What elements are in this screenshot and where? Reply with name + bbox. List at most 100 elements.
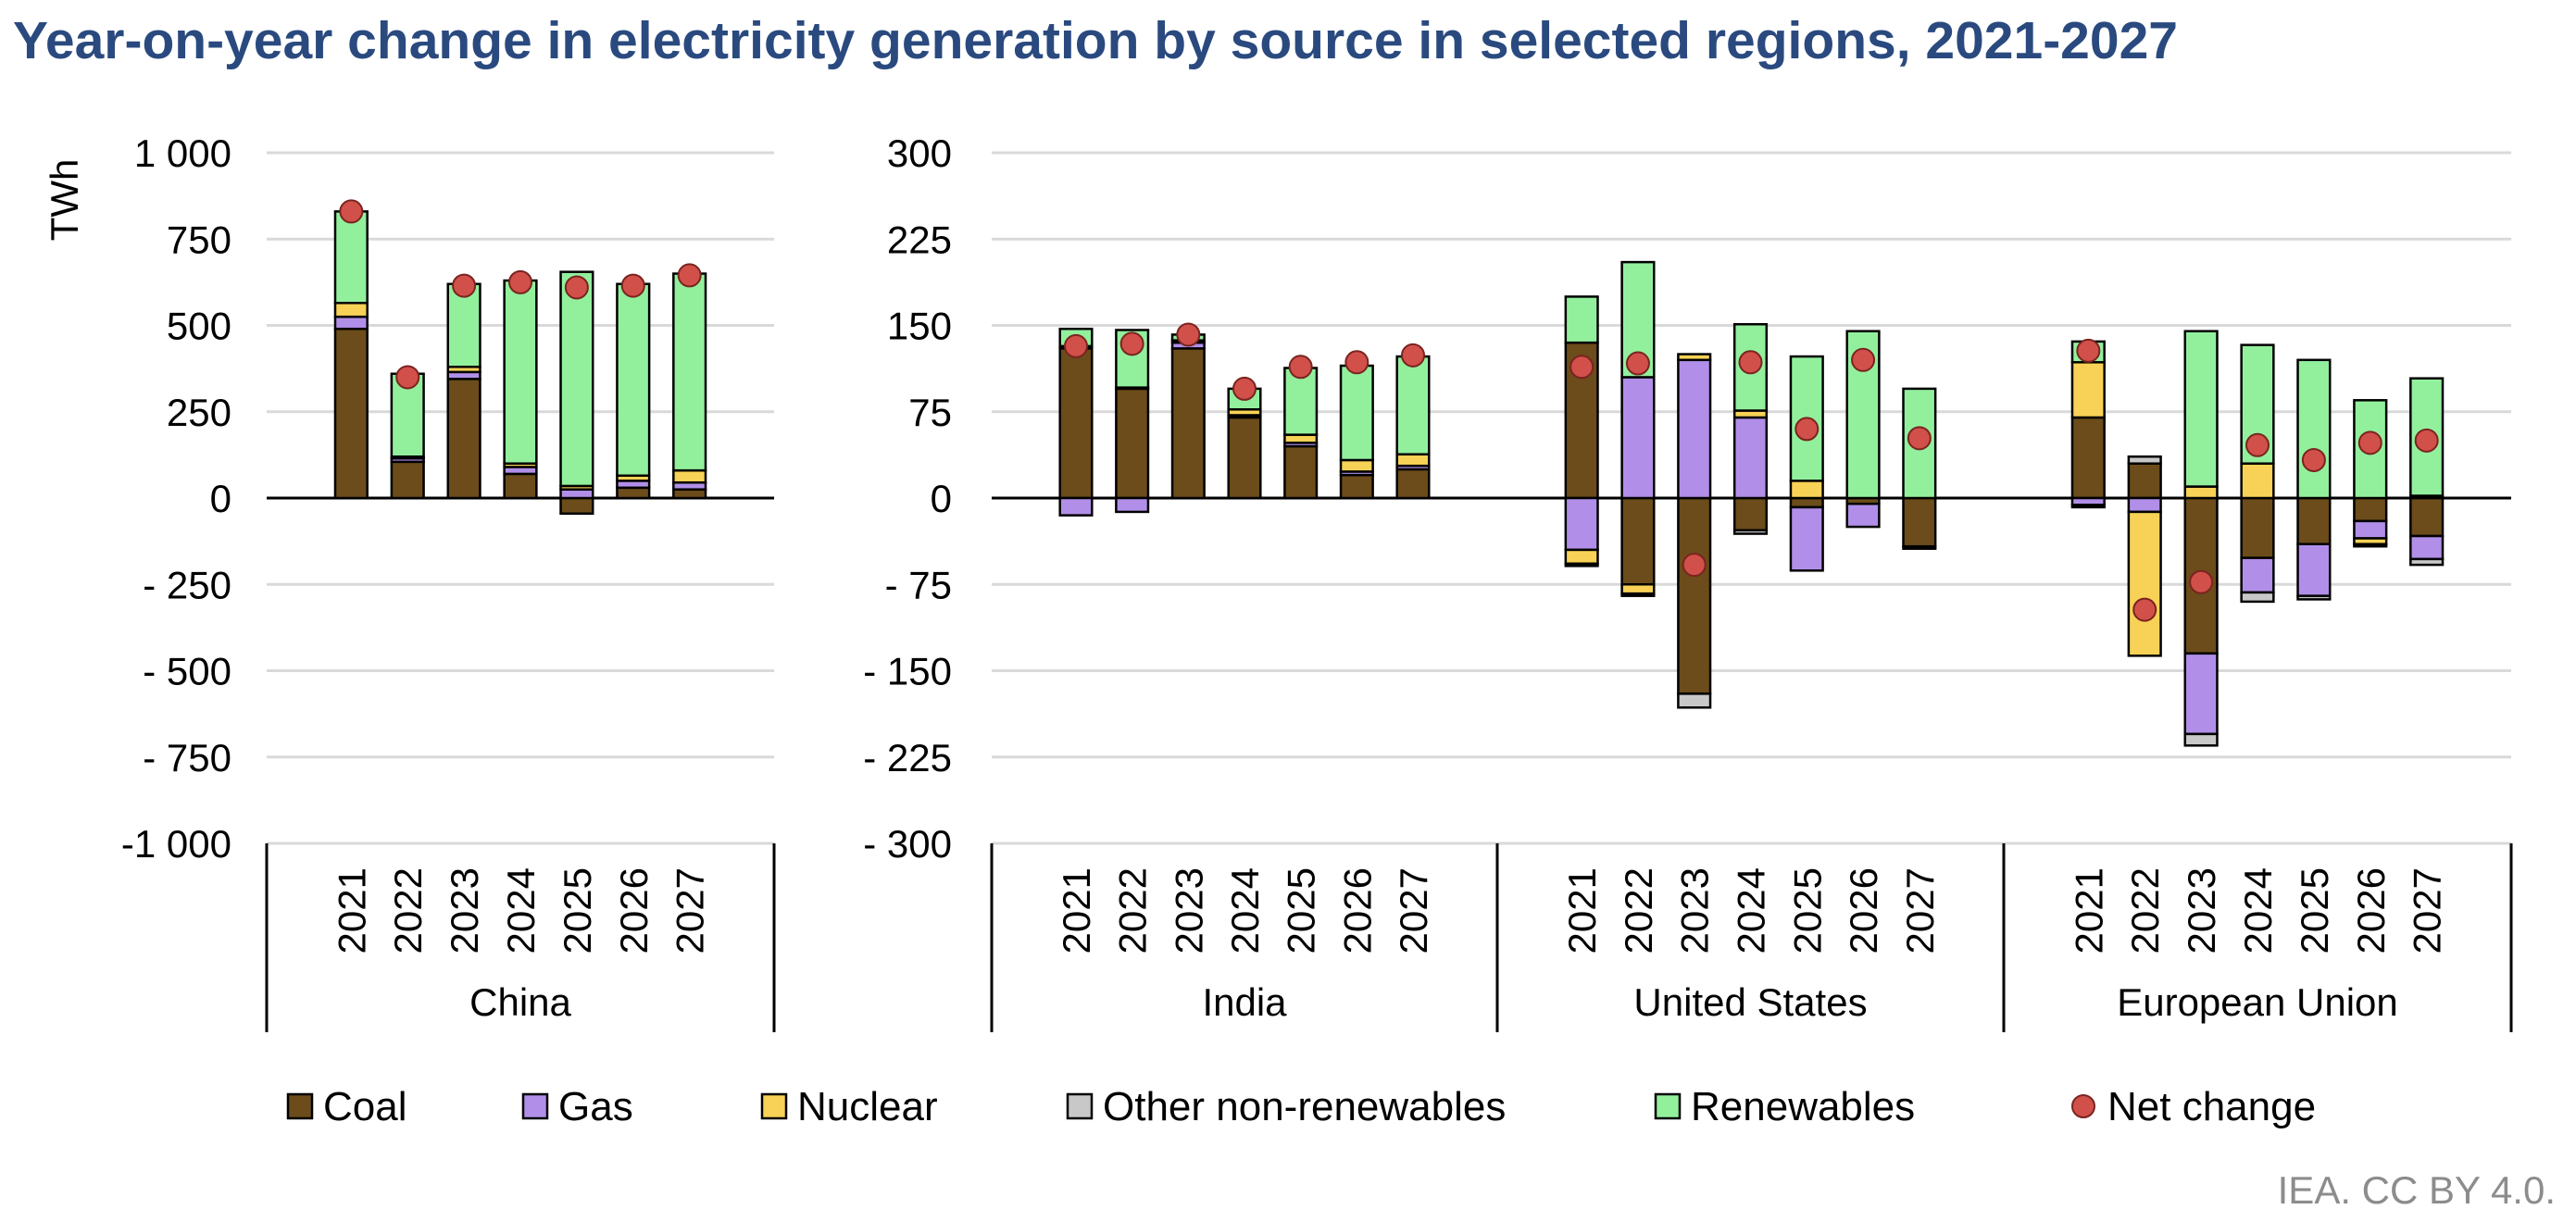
bar-segment-other-non-renewables xyxy=(2240,591,2275,604)
bar-segment-coal xyxy=(1170,347,1206,500)
bar-segment-renewables xyxy=(559,270,594,488)
net-change-dot xyxy=(677,263,702,288)
bar-segment-gas xyxy=(2127,496,2162,514)
bar-segment-other-non-renewables xyxy=(2183,732,2219,747)
bar-segment-coal xyxy=(2127,462,2162,500)
net-change-dot xyxy=(1569,355,1594,380)
bar-segment-coal xyxy=(2353,496,2388,523)
year-label: 2023 xyxy=(1673,867,1717,954)
bar-segment-nuclear xyxy=(2127,510,2162,657)
y-tick-label: 0 xyxy=(210,477,231,520)
net-change-dot xyxy=(339,199,364,224)
year-label: 2025 xyxy=(1785,867,1829,954)
bar-segment-other-non-renewables xyxy=(1564,562,1599,567)
region-label: India xyxy=(1202,980,1287,1024)
year-label: 2025 xyxy=(2293,867,2336,954)
y-tick-label: 225 xyxy=(887,218,952,261)
year-label: 2026 xyxy=(1335,867,1379,954)
bar-segment-coal xyxy=(1227,416,1262,500)
year-label: 2025 xyxy=(556,867,599,954)
year-label: 2023 xyxy=(1167,867,1210,954)
bar-segment-renewables xyxy=(1283,367,1319,436)
bar-segment-nuclear xyxy=(1789,480,1824,500)
bar-segment-renewables xyxy=(503,279,538,465)
net-change-dot xyxy=(1344,350,1369,375)
bars xyxy=(333,210,2445,747)
bar-segment-coal xyxy=(1902,496,1937,548)
net-change-dot xyxy=(1907,426,1932,451)
bar-segment-gas xyxy=(1620,376,1656,500)
bar-segment-nuclear xyxy=(1395,453,1431,468)
legend-label-net: Net change xyxy=(2107,1084,2316,1129)
bar-segment-coal xyxy=(2240,496,2275,559)
y-tick-label: - 750 xyxy=(143,736,231,779)
net-change-dot xyxy=(1064,333,1088,358)
y-tick-label: - 75 xyxy=(885,563,952,606)
year-label: 2027 xyxy=(669,867,712,954)
source-credit: IEA. CC BY 4.0. xyxy=(2277,1168,2556,1212)
net-change-dot xyxy=(1682,553,1707,578)
bar-segment-coal xyxy=(503,472,538,500)
net-change-dot xyxy=(1119,331,1144,356)
year-label: 2021 xyxy=(1560,867,1604,954)
net-change-dot xyxy=(452,273,477,298)
legend-label-renewables: Renewables xyxy=(1691,1084,1915,1129)
y-tick-label: - 500 xyxy=(143,650,231,693)
year-label: 2024 xyxy=(1730,867,1773,954)
y-tick-label: 0 xyxy=(931,477,952,520)
net-change-dot xyxy=(1176,322,1201,347)
net-change-dot xyxy=(2132,597,2157,622)
legend-label-coal: Coal xyxy=(323,1084,407,1129)
bar-segment-coal xyxy=(559,496,594,516)
bar-segment-renewables xyxy=(616,282,651,478)
bar-segment-nuclear xyxy=(333,302,369,318)
bar-segment-coal xyxy=(672,488,707,500)
bar-segment-coal xyxy=(1058,347,1094,500)
y-tick-label: - 150 xyxy=(863,650,952,693)
legend-label-other: Other non-renewables xyxy=(1103,1084,1506,1129)
bar-segment-other-non-renewables xyxy=(2127,455,2162,465)
y-tick-label: 500 xyxy=(167,305,231,348)
year-label: 2021 xyxy=(1055,867,1098,954)
bar-segment-gas xyxy=(2240,556,2275,594)
bar-segment-coal xyxy=(446,378,481,500)
year-label: 2024 xyxy=(2236,867,2280,954)
year-label: 2023 xyxy=(443,867,486,954)
y-tick-label: -1 000 xyxy=(121,822,231,866)
year-label: 2025 xyxy=(1280,867,1323,954)
legend-marker-net-change xyxy=(2071,1094,2095,1118)
year-label: 2026 xyxy=(612,867,656,954)
bar-segment-gas xyxy=(2353,519,2388,540)
year-label: 2021 xyxy=(2067,867,2110,954)
bar-segment-other-non-renewables xyxy=(1620,592,1656,597)
y-tick-label: 150 xyxy=(887,305,952,348)
bar-segment-coal xyxy=(1677,496,1712,695)
net-change-dot xyxy=(2245,432,2270,457)
bar-segment-coal xyxy=(616,486,651,500)
net-change-dot xyxy=(2414,428,2439,453)
bar-segment-nuclear xyxy=(1564,548,1599,566)
net-change-dot xyxy=(2357,430,2382,455)
legend-swatch-other xyxy=(1066,1092,1094,1120)
bar-segment-other-non-renewables xyxy=(1677,692,1712,709)
bar-segment-renewables xyxy=(672,272,707,472)
year-label: 2023 xyxy=(2180,867,2223,954)
bar-segment-gas xyxy=(1845,502,1881,529)
legend-label-gas: Gas xyxy=(558,1084,633,1129)
bar-segment-coal xyxy=(2070,416,2106,500)
net-change-dot xyxy=(1625,351,1650,376)
category-labels: 2021 2022 2023 2024 2025 2026 2027 China 2021 202… xyxy=(330,867,2448,1024)
year-label: 2027 xyxy=(1392,867,1435,954)
bar-segment-gas xyxy=(1058,496,1094,517)
bar-segment-nuclear xyxy=(1283,433,1319,444)
y-tick-label: 250 xyxy=(167,391,231,434)
net-change-dot xyxy=(620,273,645,298)
year-label: 2024 xyxy=(499,867,543,954)
bar-segment-gas xyxy=(1115,496,1150,514)
bar-segment-other-non-renewables xyxy=(2296,594,2332,601)
bar-segment-coal xyxy=(390,460,425,500)
bar-segment-other-non-renewables xyxy=(2353,542,2388,548)
net-change-dot xyxy=(2301,447,2326,472)
bar-segment-coal xyxy=(2409,496,2445,538)
bar-segment-gas xyxy=(559,488,594,500)
